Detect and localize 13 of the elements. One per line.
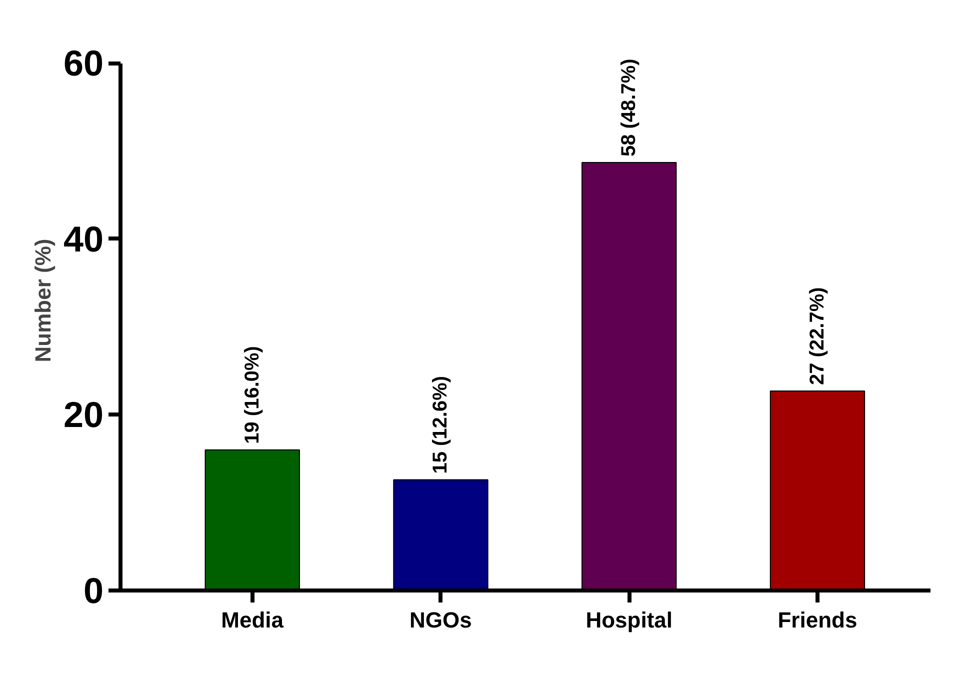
data-label: 19 (16.0%) [241,346,264,444]
x-tick-label: Media [221,608,284,632]
x-tick-label: Friends [778,608,858,632]
x-tick-label: Hospital [586,608,673,632]
data-label: 27 (22.7%) [806,287,828,386]
data-label: 15 (12.6%) [430,376,452,474]
data-label: 58 (48.7%) [618,58,640,157]
x-tick-label: NGOs [410,608,472,632]
y-tick-label: 20 [63,394,104,436]
y-tick-label: 0 [83,570,104,611]
y-axis-title: Number (%) [30,238,56,362]
y-tick-label: 60 [63,42,104,84]
y-tick-label: 40 [63,218,104,260]
